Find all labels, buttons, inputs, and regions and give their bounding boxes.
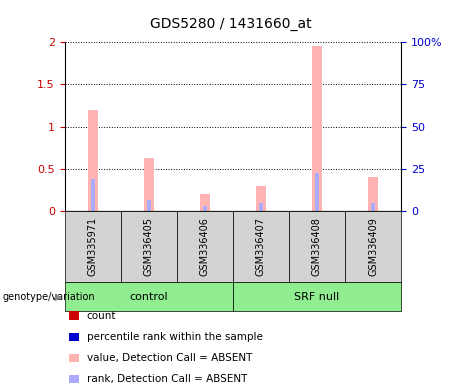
Bar — [371, 203, 375, 211]
Text: genotype/variation: genotype/variation — [2, 291, 95, 302]
Text: GSM336407: GSM336407 — [256, 217, 266, 276]
Text: percentile rank within the sample: percentile rank within the sample — [87, 332, 263, 342]
Bar — [91, 179, 95, 211]
Text: GSM335971: GSM335971 — [88, 217, 98, 276]
Bar — [147, 200, 151, 211]
Text: SRF null: SRF null — [294, 291, 340, 302]
Text: GSM336409: GSM336409 — [368, 217, 378, 276]
Text: GDS5280 / 1431660_at: GDS5280 / 1431660_at — [150, 17, 311, 31]
Text: rank, Detection Call = ABSENT: rank, Detection Call = ABSENT — [87, 374, 247, 384]
Text: GSM336405: GSM336405 — [144, 217, 154, 276]
Bar — [144, 158, 154, 211]
Bar — [200, 194, 210, 211]
Bar — [256, 186, 266, 211]
Text: GSM336406: GSM336406 — [200, 217, 210, 276]
Text: control: control — [130, 291, 168, 302]
Text: value, Detection Call = ABSENT: value, Detection Call = ABSENT — [87, 353, 252, 363]
Bar — [88, 110, 98, 211]
Text: count: count — [87, 311, 116, 321]
Bar — [312, 46, 322, 211]
Text: GSM336408: GSM336408 — [312, 217, 322, 276]
Text: ▶: ▶ — [55, 291, 62, 302]
Bar — [315, 173, 319, 211]
Bar — [259, 203, 263, 211]
Bar — [368, 177, 378, 211]
Bar — [203, 206, 207, 211]
